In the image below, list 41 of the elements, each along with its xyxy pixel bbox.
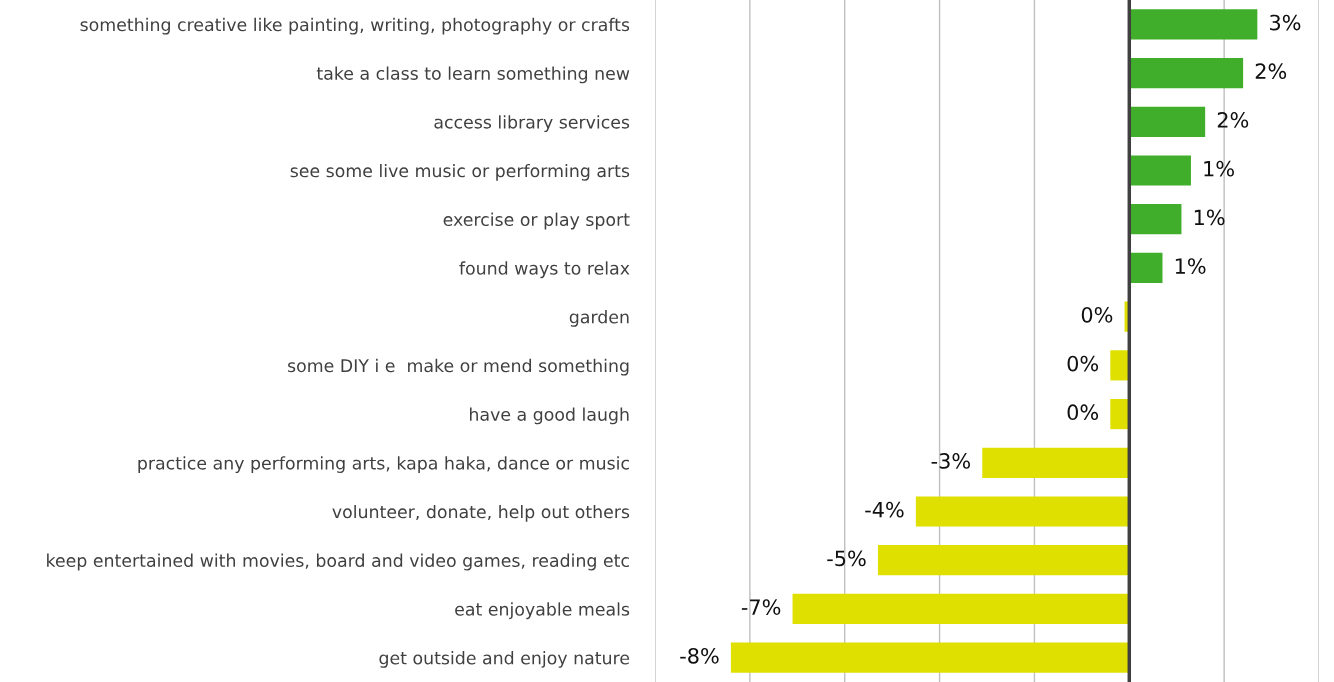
y-tick-label: volunteer, donate, help out others: [332, 504, 630, 522]
bar: [1129, 9, 1258, 40]
y-tick-label: have a good laugh: [470, 407, 629, 425]
data-label: 1%: [1194, 209, 1225, 226]
bar: [1129, 252, 1163, 284]
data-label: -7%: [741, 599, 781, 615]
bar: [1110, 350, 1130, 381]
bar: [915, 496, 1130, 527]
y-tick-label: some DIY i e make or mend something: [287, 358, 629, 376]
bar: [792, 593, 1130, 625]
y-tick-label: keep entertained with movies, board and video games, reading etc: [47, 553, 629, 571]
y-tick-label: take a class to learn something new: [316, 66, 630, 84]
y-tick-label: practice any performing arts, kapa haka, dance or music: [138, 456, 629, 473]
data-label: 0%: [1067, 355, 1099, 372]
y-tick-label: garden: [569, 310, 629, 327]
bar: [730, 642, 1130, 673]
data-label: 1%: [1204, 160, 1234, 177]
data-label: 3%: [1270, 14, 1301, 31]
data-label: 0%: [1067, 404, 1099, 421]
data-label: -8%: [680, 647, 719, 664]
y-tick-label: access library services: [434, 115, 630, 132]
bar: [982, 447, 1130, 478]
data-label: 0%: [1081, 306, 1113, 323]
y-tick-label: exercise or play sport: [443, 212, 630, 230]
data-label: 2%: [1255, 63, 1287, 80]
data-label: -5%: [827, 550, 866, 567]
bar: [1110, 398, 1130, 430]
bar: [1129, 155, 1191, 186]
y-tick-label: eat enjoyable meals: [455, 602, 630, 620]
data-label: 2%: [1217, 112, 1249, 128]
data-label: -3%: [931, 453, 970, 469]
data-label: -4%: [865, 501, 904, 518]
bar: [877, 545, 1130, 576]
y-tick-label: get outside and enjoy nature: [379, 651, 630, 668]
data-label: 1%: [1175, 258, 1206, 274]
bar: [1129, 204, 1182, 235]
bar: [1129, 106, 1206, 137]
y-tick-label: something creative like painting, writing, photography or crafts: [80, 17, 630, 35]
y-tick-label: found ways to relax: [459, 261, 630, 279]
y-tick-label: see some live music or performing arts: [290, 163, 630, 181]
bar: [1129, 57, 1244, 89]
